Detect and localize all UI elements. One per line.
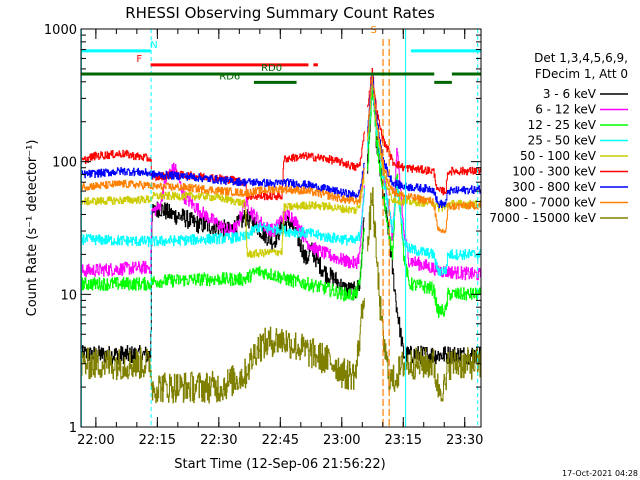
x-tick-label: 22:15 bbox=[139, 433, 176, 448]
legend-label-3-6-kev: 3 - 6 keV bbox=[543, 87, 597, 101]
legend-label-25-50-kev: 25 - 50 keV bbox=[528, 134, 597, 148]
flag-label-n: N bbox=[150, 40, 157, 51]
chart-title: RHESSI Observing Summary Count Rates bbox=[125, 4, 435, 22]
series-line-25-50-kev bbox=[81, 81, 482, 277]
y-tick-label: 1000 bbox=[44, 23, 77, 38]
legend-label-800-7000-kev: 800 - 7000 keV bbox=[505, 196, 597, 210]
x-tick-label: 23:15 bbox=[385, 433, 422, 448]
x-tick-label: 23:00 bbox=[323, 433, 360, 448]
series-line-12-25-kev bbox=[81, 80, 482, 318]
flag-label-s: S bbox=[370, 25, 376, 36]
series-line-100-300-kev bbox=[81, 68, 482, 201]
series-line-7000-15000-kev bbox=[81, 187, 482, 404]
x-tick-label: 22:45 bbox=[262, 433, 299, 448]
series-layer bbox=[81, 68, 482, 404]
flag-label-f: F bbox=[136, 54, 142, 65]
y-tick-label: 100 bbox=[52, 156, 77, 171]
x-axis-label: Start Time (12-Sep-06 21:56:22) bbox=[174, 457, 385, 472]
x-tick-label: 23:30 bbox=[446, 433, 483, 448]
legend-label-12-25-kev: 12 - 25 keV bbox=[528, 118, 597, 132]
legend-label-100-300-kev: 100 - 300 keV bbox=[512, 165, 596, 179]
x-tick-label: 22:00 bbox=[77, 433, 114, 448]
x-axis-ticks: 22:00 22:15 22:30 22:45 23:00 23:15 23:30 bbox=[77, 29, 483, 448]
y-tick-label: 1 bbox=[69, 421, 77, 436]
flag-label-rd6: RD6 bbox=[219, 71, 240, 82]
legend-header-detectors: Det 1,3,4,5,6,9, bbox=[534, 51, 628, 65]
flag-label-rd0: RD0 bbox=[261, 63, 282, 74]
series-line-800-7000-kev bbox=[81, 74, 482, 234]
legend-header-decimation: FDecim 1, Att 0 bbox=[535, 67, 628, 81]
plot-frame bbox=[80, 28, 482, 428]
x-tick-label: 22:30 bbox=[200, 433, 237, 448]
legend-label-6-12-kev: 6 - 12 keV bbox=[535, 103, 597, 117]
flag-bars: NF RD0 RD6 S bbox=[81, 25, 481, 84]
y-axis-ticks: 1 10 100 1000 bbox=[44, 23, 481, 436]
legend: Det 1,3,4,5,6,9, FDecim 1, Att 0 3 - 6 k… bbox=[489, 51, 628, 225]
y-tick-label: 10 bbox=[60, 288, 77, 303]
legend-label-300-800-kev: 300 - 800 keV bbox=[512, 180, 596, 194]
y-axis-label: Count Rate (s⁻¹ detector⁻¹) bbox=[25, 140, 40, 317]
footer-date: 17-Oct-2021 04:28 bbox=[562, 469, 638, 478]
legend-label-7000-15000-kev: 7000 - 15000 keV bbox=[489, 211, 596, 225]
legend-label-50-100-kev: 50 - 100 keV bbox=[520, 149, 597, 163]
